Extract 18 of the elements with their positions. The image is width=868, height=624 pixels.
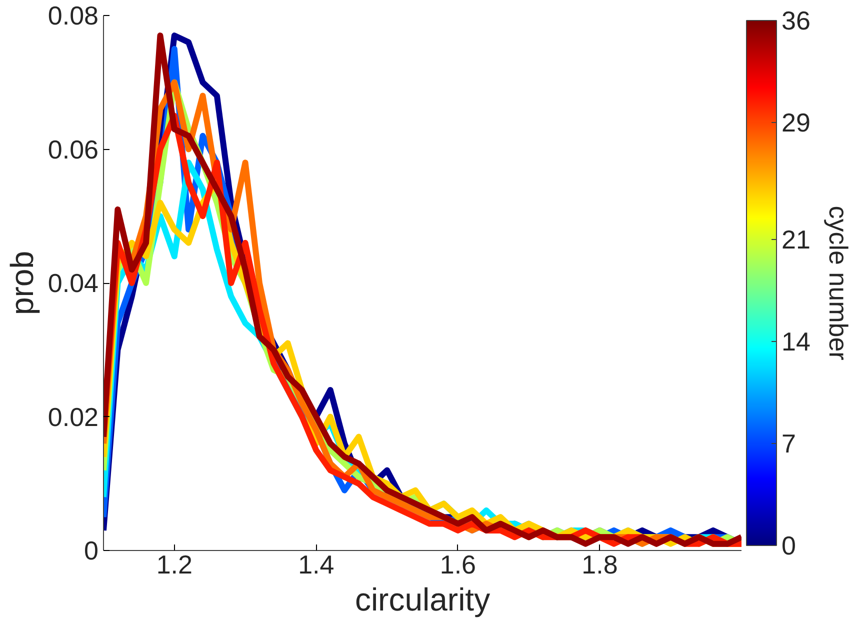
color-bar-title: cycle number [824,206,854,361]
color-bar-label: 21 [782,224,810,254]
y-tick-label: 0 [84,536,99,566]
color-bar-label: 36 [782,6,810,36]
color-bar-label: 0 [782,530,796,560]
x-tick-label: 1.8 [582,550,618,580]
color-bar-label: 14 [782,326,810,356]
x-tick-label: 1.6 [440,550,476,580]
x-axis-title: circularity [354,582,490,618]
y-tick-label: 0.02 [48,402,99,432]
y-tick-label: 0.04 [48,268,99,298]
x-tick-label: 1.2 [156,550,192,580]
color-bar-label: 7 [782,428,796,458]
color-bar-label: 29 [782,108,810,138]
x-tick-label: 1.4 [298,550,334,580]
y-axis-title: prob [4,250,40,316]
y-tick-label: 0.06 [48,134,99,164]
y-tick-label: 0.08 [48,0,99,30]
